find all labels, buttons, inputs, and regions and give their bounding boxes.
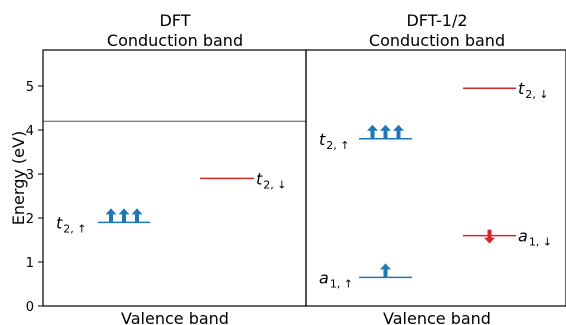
level-label: t2, ↑: [56, 213, 87, 235]
level-label: t2, ↑: [319, 130, 350, 152]
level-label: a1, ↑: [319, 268, 353, 290]
level-label: t2, ↓: [518, 79, 549, 101]
panel-right-title: DFT-1/2: [406, 11, 467, 30]
spin-up-arrow-icon: [367, 124, 378, 139]
level-subscript: 1, ↑: [330, 277, 353, 290]
level-symbol: t: [56, 213, 63, 232]
level-t2-up: t2, ↑: [56, 208, 150, 235]
y-tick-label: 0: [26, 300, 34, 315]
level-symbol: t: [256, 169, 263, 188]
spin-up-arrow-icon: [380, 124, 391, 139]
y-axis-ticks: 0 1 2 3 4 5: [26, 80, 43, 315]
panel-left-subtitle: Conduction band: [107, 31, 243, 50]
y-tick-label: 1: [26, 256, 34, 271]
spin-up-arrow-icon: [118, 208, 130, 223]
level-symbol: a: [518, 227, 528, 246]
panel-left-footer: Valence band: [121, 309, 229, 325]
level-a1-up: a1, ↑: [319, 263, 412, 290]
energy-levels: t2, ↑t2, ↓t2, ↑t2, ↓a1, ↑a1, ↓: [56, 79, 552, 290]
panel-right-subtitle: Conduction band: [369, 31, 505, 50]
level-subscript: 2, ↓: [263, 178, 286, 191]
y-tick-label: 3: [26, 168, 34, 183]
level-t2-down: t2, ↓: [463, 79, 549, 101]
level-a1-down: a1, ↓: [463, 227, 552, 249]
spin-up-arrow-icon: [131, 208, 143, 223]
level-symbol: t: [319, 130, 326, 149]
spin-up-arrow-icon: [380, 263, 391, 278]
panel-right-footer: Valence band: [383, 309, 491, 325]
y-tick-label: 4: [26, 124, 34, 139]
level-symbol: t: [518, 79, 525, 98]
panel-left-title: DFT: [159, 11, 190, 30]
y-axis-label: Energy (eV): [9, 131, 28, 225]
level-label: t2, ↓: [256, 169, 287, 191]
level-subscript: 2, ↑: [326, 139, 349, 152]
y-tick-label: 2: [26, 212, 34, 227]
spin-up-arrow-icon: [393, 124, 404, 139]
y-tick-label: 5: [26, 80, 34, 95]
spin-down-arrow-icon: [484, 229, 495, 244]
spin-up-arrow-icon: [105, 208, 117, 223]
level-t2-down: t2, ↓: [200, 169, 287, 191]
panel-right-frame: [305, 49, 566, 307]
level-subscript: 2, ↓: [525, 88, 548, 101]
level-symbol: a: [319, 268, 329, 287]
level-t2-up: t2, ↑: [319, 124, 412, 152]
level-subscript: 2, ↑: [63, 222, 86, 235]
level-label: a1, ↓: [518, 227, 552, 249]
level-subscript: 1, ↓: [529, 236, 552, 249]
